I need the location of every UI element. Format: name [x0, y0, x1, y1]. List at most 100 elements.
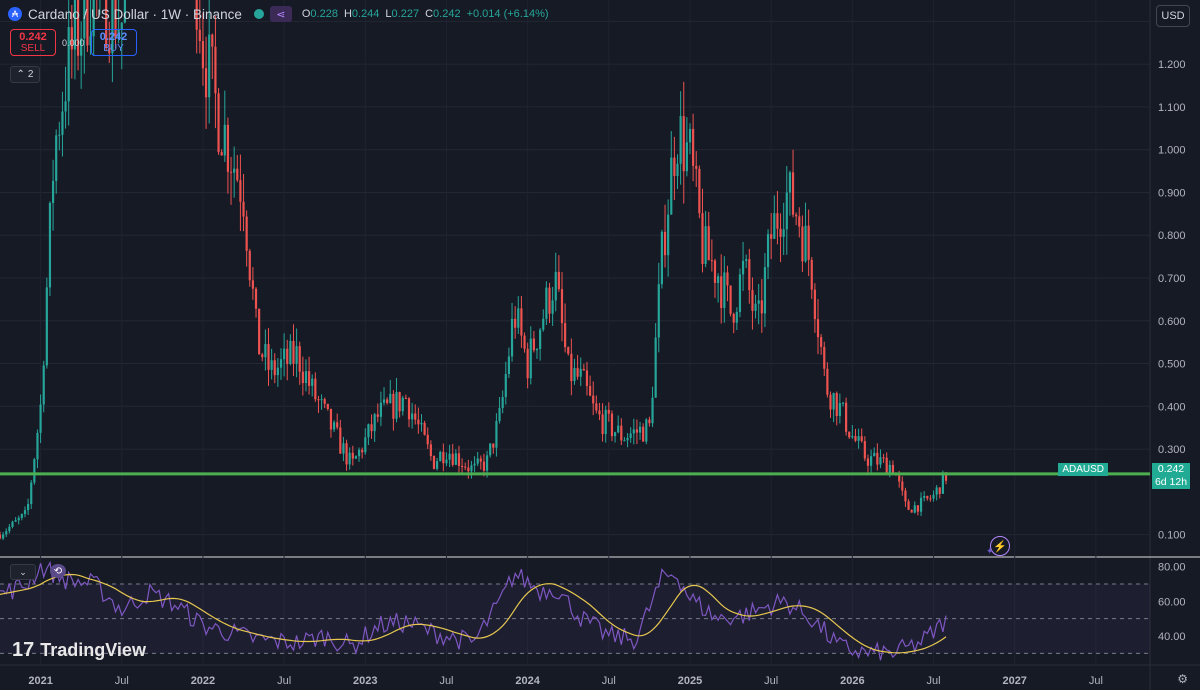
- candle-body: [738, 274, 742, 312]
- ohlc-key: C: [425, 8, 434, 20]
- candle-body: [648, 419, 651, 424]
- candle-body: [801, 226, 804, 262]
- candle-body: [838, 403, 841, 416]
- candle-body: [713, 260, 717, 283]
- ohlc-key: O: [301, 8, 311, 20]
- symbol-header: ₳ Cardano / US Dollar · 1W · Binance ⋖ O…: [8, 6, 549, 22]
- candle-body: [233, 168, 236, 173]
- rsi-ma-line: [0, 573, 947, 654]
- ohlc-item: C0.242: [425, 8, 460, 20]
- candle-body: [885, 457, 888, 475]
- candle-body: [791, 172, 795, 215]
- rsi-indicator-icon[interactable]: ⟲: [50, 564, 66, 578]
- candle-body: [33, 459, 36, 483]
- time-tick-label: 2026: [840, 675, 864, 687]
- candle-body: [638, 426, 642, 433]
- time-tick-label: Jul: [1089, 675, 1103, 687]
- symbol-title[interactable]: Cardano / US Dollar · 1W · Binance: [28, 6, 242, 22]
- candle-body: [804, 225, 807, 262]
- candle-body: [720, 276, 723, 309]
- rsi-tick-label: 60.00: [1158, 596, 1186, 608]
- buy-button[interactable]: 0.242 BUY: [90, 29, 137, 56]
- lightning-icon[interactable]: ⚡: [990, 536, 1010, 556]
- price-tick-label: 0.600: [1158, 316, 1186, 328]
- ohlc-item: O0.228: [302, 8, 338, 20]
- candle-body: [548, 287, 551, 314]
- candle-body: [2, 534, 5, 539]
- price-tick-label: 1.100: [1158, 102, 1186, 114]
- candle-body: [657, 284, 660, 338]
- candle-body: [757, 300, 760, 304]
- candle-body: [48, 202, 52, 288]
- candle-body: [351, 452, 354, 459]
- candle-body: [473, 463, 476, 466]
- candle-body: [857, 436, 860, 441]
- candle-body: [492, 443, 495, 448]
- candle-body: [604, 409, 607, 435]
- ohlc-value: 0.228: [310, 8, 338, 20]
- settings-gear-icon[interactable]: ⚙: [1177, 672, 1188, 686]
- candle-body: [229, 171, 233, 173]
- candle-body: [748, 259, 751, 291]
- share-icon[interactable]: ⋖: [269, 6, 292, 22]
- candle-body: [854, 435, 857, 441]
- indicators-toggle-button[interactable]: ⌃ 2: [10, 66, 40, 83]
- candle-body: [888, 464, 891, 475]
- ohlc-key: H: [343, 8, 352, 20]
- candle-body: [679, 116, 682, 164]
- candle-body: [626, 437, 629, 441]
- candle-body: [345, 443, 348, 465]
- candle-body: [295, 346, 298, 364]
- ohlc-item: +0.014 (+6.14%): [467, 8, 549, 20]
- candle-body: [17, 517, 20, 521]
- candle-body: [570, 353, 573, 382]
- tradingview-mark-icon: 17: [12, 639, 35, 661]
- candle-body: [211, 34, 214, 47]
- price-tick-label: 1.000: [1158, 145, 1186, 157]
- candle-body: [117, 29, 120, 39]
- last-price: 0.242: [1157, 463, 1185, 475]
- candle-body: [332, 422, 336, 430]
- candle-body: [220, 152, 223, 156]
- ohlc-value: 0.227: [391, 8, 420, 20]
- candle-body: [485, 455, 489, 471]
- candle-body: [573, 367, 576, 382]
- candle-body: [692, 128, 695, 166]
- candle-body: [364, 437, 367, 453]
- candle-body: [320, 399, 323, 401]
- candle-body: [532, 338, 535, 351]
- candle-body: [667, 214, 670, 256]
- candle-body: [114, 0, 117, 39]
- currency-button[interactable]: USD: [1156, 5, 1190, 27]
- candle-body: [373, 414, 376, 432]
- candle-body: [61, 111, 64, 135]
- candle-body: [279, 359, 283, 368]
- time-tick-label: 2022: [191, 675, 215, 687]
- candle-body: [826, 368, 829, 395]
- candle-body: [454, 453, 457, 465]
- candle-body: [39, 404, 42, 433]
- time-tick-label: Jul: [277, 675, 291, 687]
- candle-body: [663, 231, 667, 256]
- candle-body: [567, 347, 570, 354]
- candle-body: [798, 216, 801, 227]
- spread-value: 0.000: [62, 38, 85, 48]
- candle-body: [851, 435, 854, 438]
- candle-body: [270, 360, 273, 370]
- candle-body: [526, 348, 529, 379]
- candle-body: [623, 440, 626, 442]
- price-tick-label: 0.800: [1158, 230, 1186, 242]
- market-open-icon: [253, 9, 264, 19]
- rsi-axis: 80.00 60.00 40.00: [1158, 562, 1186, 643]
- candle-body: [913, 505, 916, 513]
- tradingview-logo[interactable]: 17 TradingView: [12, 639, 146, 662]
- candle-body: [710, 260, 713, 262]
- rsi-collapse-button[interactable]: ⌄: [10, 564, 36, 580]
- candle-body: [535, 349, 539, 351]
- price-tick-label: 0.700: [1158, 273, 1186, 285]
- candle-body: [779, 228, 782, 237]
- candle-body: [698, 168, 701, 214]
- sell-button[interactable]: 0.242 SELL: [10, 29, 56, 56]
- cardano-logo-icon: ₳: [8, 7, 22, 21]
